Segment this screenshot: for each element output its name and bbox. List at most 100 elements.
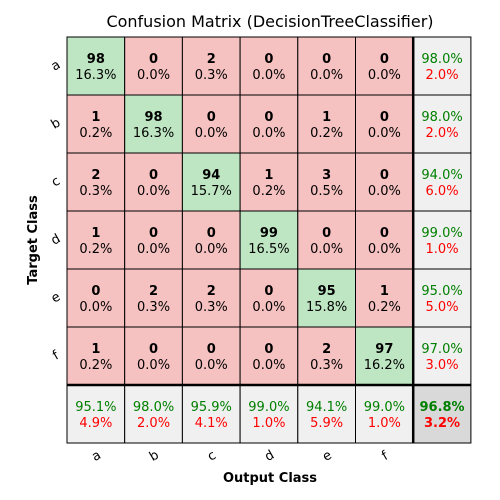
column-error-label: 5.9%	[310, 416, 343, 431]
column-error-label: 2.0%	[137, 416, 170, 431]
cell-count-label: 0	[149, 226, 158, 241]
cell-percent-label: 0.0%	[252, 126, 285, 141]
row-correct-label: 94.0%	[421, 168, 462, 183]
x-tick-label: b	[147, 448, 162, 465]
cell-percent-label: 16.3%	[75, 68, 116, 83]
cell-count-label: 2	[322, 342, 331, 357]
overall-correct-label: 96.8%	[419, 400, 464, 415]
cell-count-label: 98	[87, 52, 105, 67]
cell-percent-label: 0.0%	[368, 68, 401, 83]
off-diagonal-cell	[355, 36, 414, 96]
matrix-cells: 9816.3%00.0%20.3%00.0%00.0%00.0%10.2%981…	[66, 36, 472, 444]
column-summary-cell	[297, 384, 356, 444]
cell-count-label: 97	[375, 342, 393, 357]
cell-percent-label: 16.3%	[133, 126, 174, 141]
off-diagonal-cell	[181, 210, 241, 270]
cell-count-label: 0	[149, 342, 158, 357]
cell-percent-label: 0.0%	[368, 242, 401, 257]
off-diagonal-cell	[355, 152, 414, 212]
column-correct-label: 95.1%	[75, 400, 116, 415]
cell-percent-label: 0.0%	[252, 300, 285, 315]
off-diagonal-cell	[66, 268, 126, 328]
row-summary-cell	[412, 152, 472, 212]
off-diagonal-cell	[239, 268, 299, 328]
cell-percent-label: 0.0%	[137, 184, 170, 199]
off-diagonal-cell	[181, 36, 241, 96]
row-correct-label: 98.0%	[421, 110, 462, 125]
cell-percent-label: 0.2%	[79, 126, 112, 141]
cell-percent-label: 0.2%	[79, 358, 112, 373]
cell-percent-label: 0.3%	[137, 300, 170, 315]
column-correct-label: 99.0%	[248, 400, 289, 415]
row-summary-cell	[412, 36, 472, 96]
cell-percent-label: 0.0%	[310, 68, 343, 83]
cell-count-label: 0	[380, 110, 389, 125]
off-diagonal-cell	[355, 94, 414, 154]
cell-percent-label: 15.7%	[191, 184, 232, 199]
cell-count-label: 0	[207, 342, 216, 357]
off-diagonal-cell	[239, 94, 299, 154]
row-correct-label: 99.0%	[421, 226, 462, 241]
cell-percent-label: 0.0%	[310, 242, 343, 257]
column-error-label: 1.0%	[368, 416, 401, 431]
overall-summary-cell	[412, 384, 472, 444]
cell-count-label: 98	[145, 110, 163, 125]
cell-count-label: 1	[91, 110, 100, 125]
row-error-label: 2.0%	[426, 126, 459, 141]
y-tick-label: a	[49, 58, 63, 75]
cell-count-label: 0	[264, 110, 273, 125]
cell-count-label: 95	[318, 284, 336, 299]
cell-count-label: 1	[91, 342, 100, 357]
column-summary-cell	[355, 384, 414, 444]
cell-percent-label: 0.0%	[252, 68, 285, 83]
row-correct-label: 97.0%	[421, 342, 462, 357]
cell-count-label: 0	[264, 52, 273, 67]
y-axis-label: Target Class	[26, 195, 41, 285]
y-tick-label: f	[50, 348, 62, 363]
diagonal-cell	[66, 36, 126, 96]
diagonal-cell	[239, 210, 299, 270]
row-correct-label: 98.0%	[421, 52, 462, 67]
off-diagonal-cell	[297, 152, 356, 212]
cell-count-label: 0	[380, 168, 389, 183]
cell-percent-label: 0.0%	[195, 358, 228, 373]
cell-count-label: 1	[380, 284, 389, 299]
cell-percent-label: 0.0%	[252, 358, 285, 373]
cell-count-label: 3	[322, 168, 331, 183]
row-error-label: 5.0%	[426, 300, 459, 315]
x-tick-label: f	[379, 448, 391, 463]
off-diagonal-cell	[124, 36, 183, 96]
off-diagonal-cell	[124, 210, 183, 270]
y-tick-label: c	[49, 174, 63, 191]
cell-count-label: 1	[264, 168, 273, 183]
off-diagonal-cell	[124, 152, 183, 212]
x-tick-label: d	[262, 448, 277, 465]
diagonal-cell	[124, 94, 183, 154]
off-diagonal-cell	[181, 268, 241, 328]
cell-percent-label: 0.2%	[310, 126, 343, 141]
cell-percent-label: 0.3%	[79, 184, 112, 199]
row-error-label: 2.0%	[426, 68, 459, 83]
x-tick-label: a	[89, 448, 103, 465]
cell-percent-label: 0.2%	[252, 184, 285, 199]
column-correct-label: 98.0%	[133, 400, 174, 415]
cell-count-label: 94	[202, 168, 220, 183]
column-summary-cell	[181, 384, 241, 444]
cell-count-label: 2	[207, 284, 216, 299]
column-correct-label: 94.1%	[306, 400, 347, 415]
cell-percent-label: 0.0%	[368, 184, 401, 199]
column-correct-label: 99.0%	[364, 400, 405, 415]
cell-count-label: 0	[207, 110, 216, 125]
cell-percent-label: 0.5%	[310, 184, 343, 199]
cell-percent-label: 0.0%	[195, 242, 228, 257]
cell-percent-label: 16.2%	[364, 358, 405, 373]
cell-percent-label: 0.3%	[195, 300, 228, 315]
cell-percent-label: 15.8%	[306, 300, 347, 315]
column-error-label: 1.0%	[252, 416, 285, 431]
row-correct-label: 95.0%	[421, 284, 462, 299]
off-diagonal-cell	[66, 326, 126, 386]
cell-count-label: 1	[322, 110, 331, 125]
cell-percent-label: 16.5%	[248, 242, 289, 257]
row-summary-cell	[412, 210, 472, 270]
